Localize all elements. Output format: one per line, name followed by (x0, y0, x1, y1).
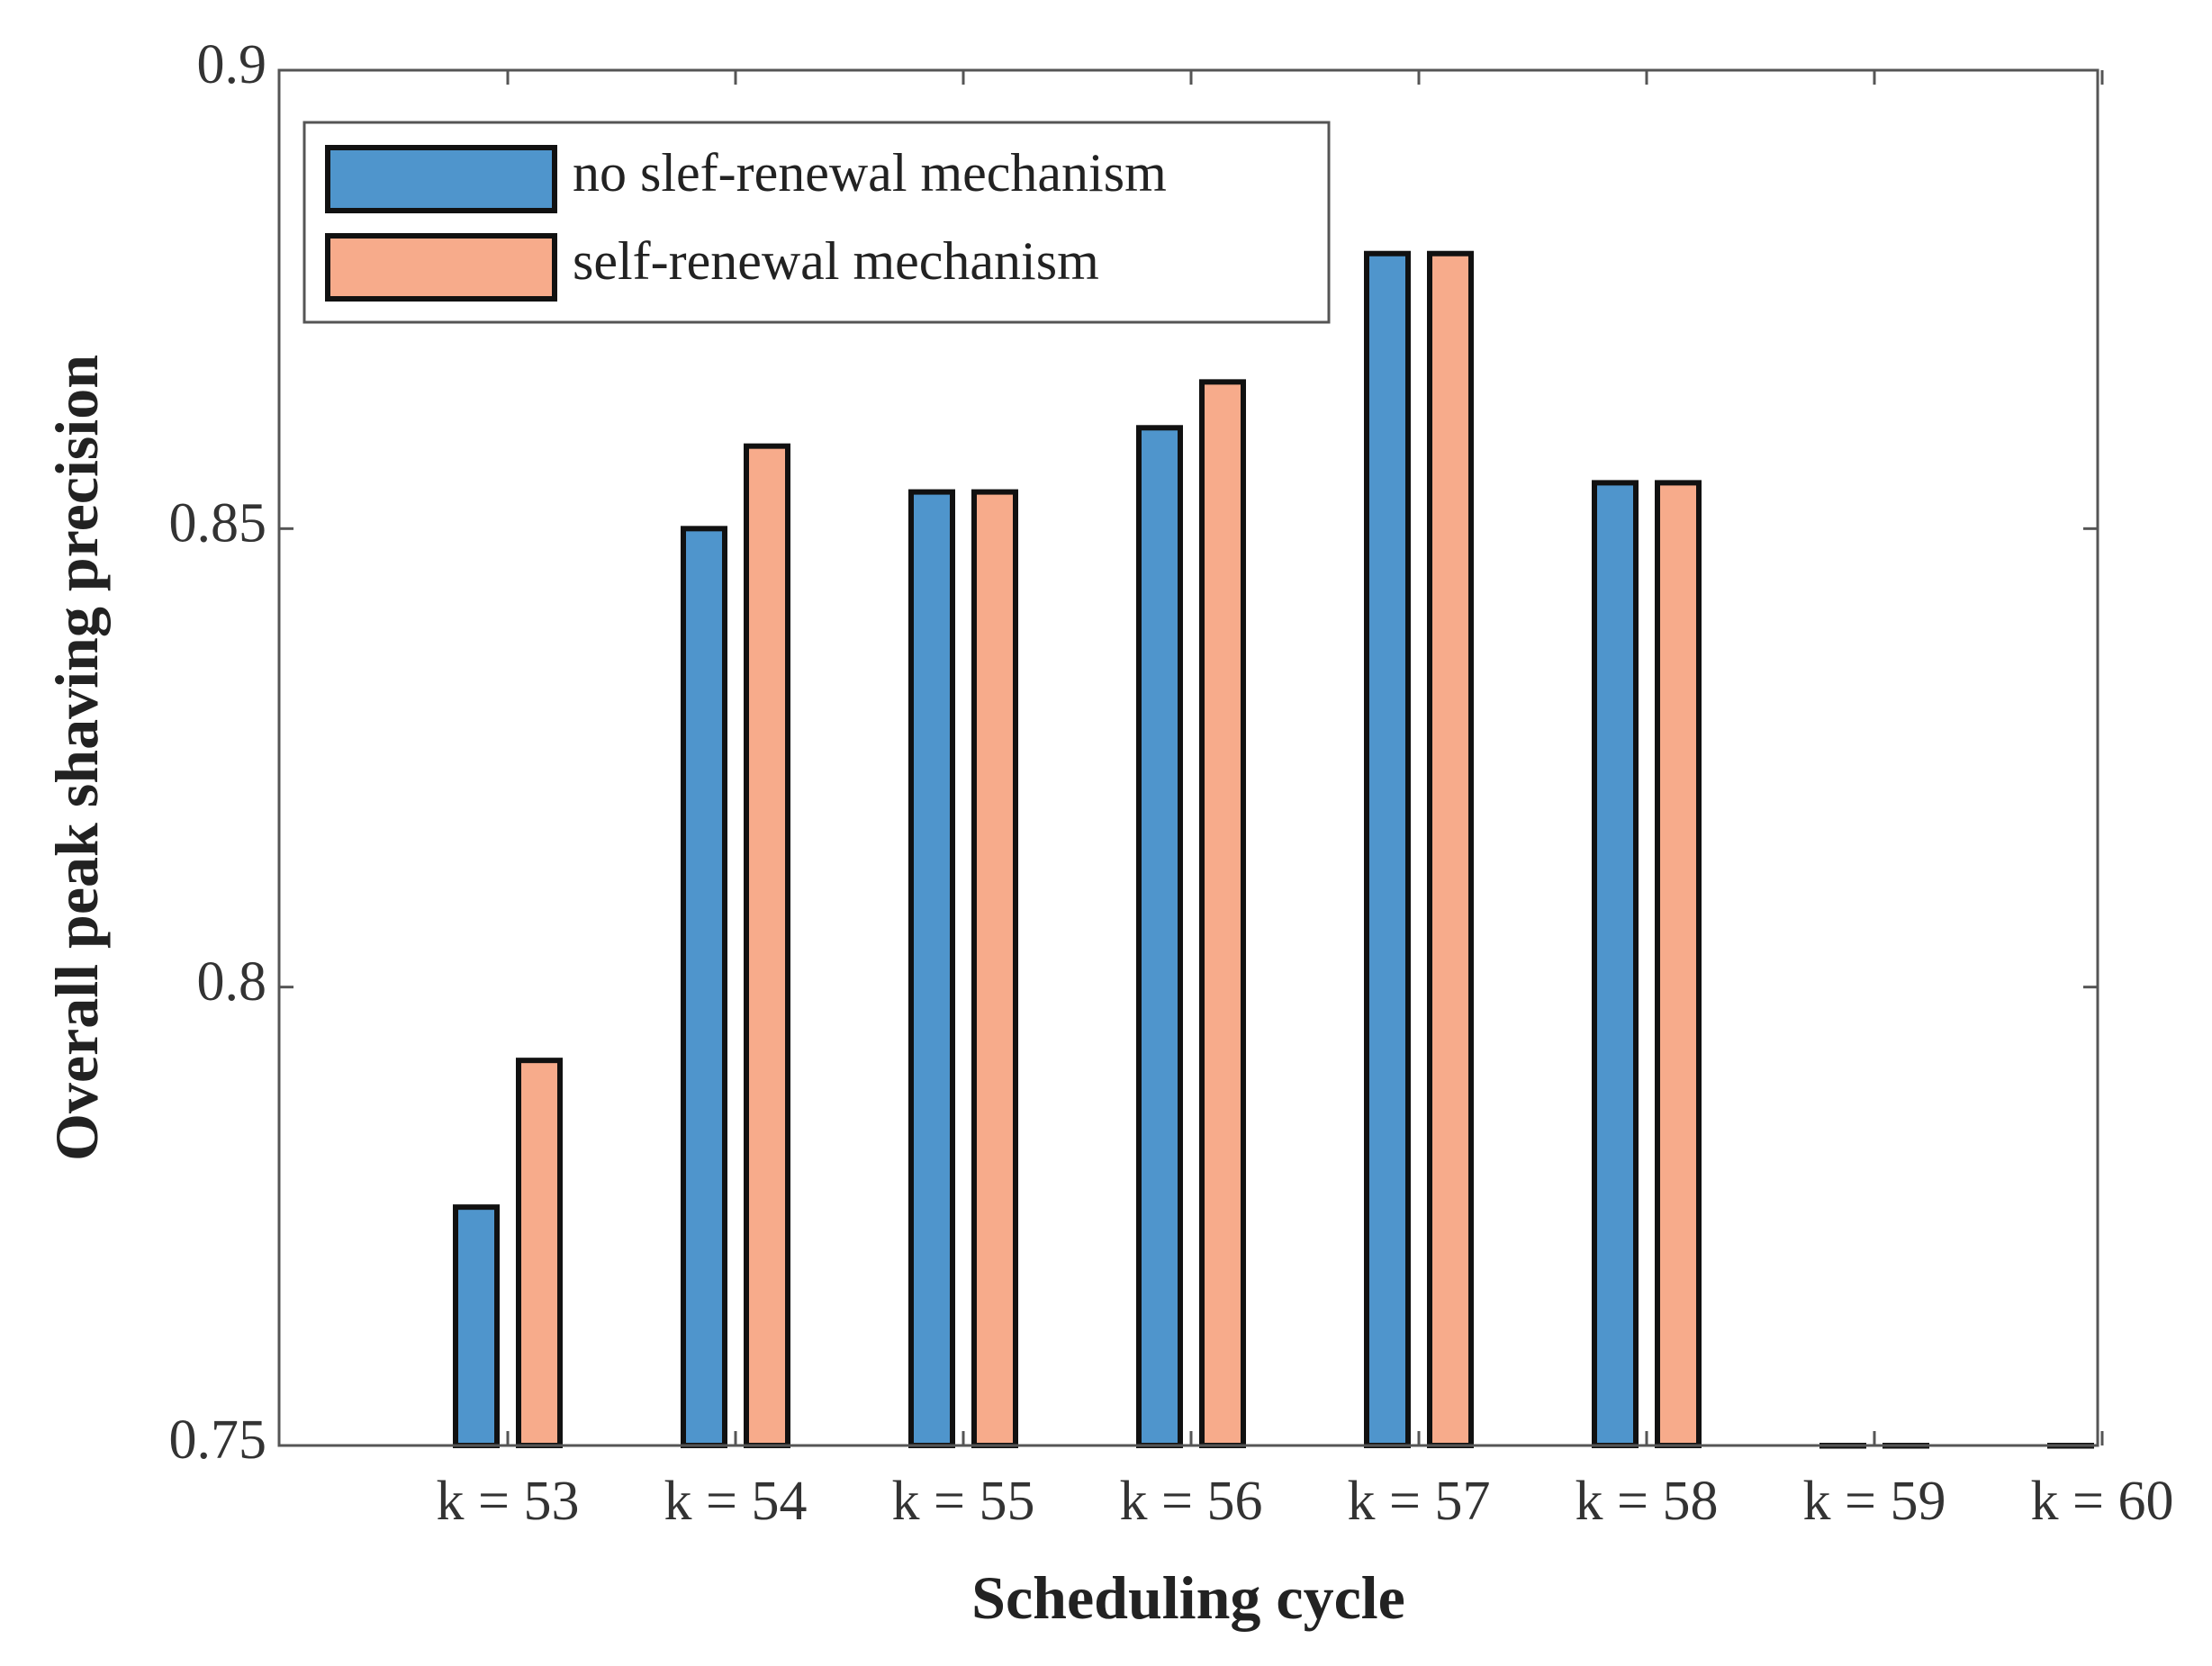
legend-label-self-renewal: self-renewal mechanism (573, 231, 1099, 291)
y-axis-title: Overall peak shaving precision (42, 355, 111, 1161)
x-axis-title: Scheduling cycle (971, 1563, 1405, 1632)
x-tick-label-k60: k = 60 (2031, 1471, 2174, 1532)
legend-swatch-no-renewal (325, 145, 557, 213)
x-tick-label-k59: k = 59 (1803, 1471, 1946, 1532)
y-tick-label-0: 0.75 (169, 1409, 267, 1471)
x-tick-label-k53: k = 53 (437, 1471, 580, 1532)
bar-no-renewal-k54 (681, 526, 727, 1448)
bar-no-renewal-k56 (1136, 425, 1183, 1448)
bar-self-renewal-k54 (744, 443, 790, 1448)
x-tick-label-k55: k = 55 (892, 1471, 1035, 1532)
bar-self-renewal-k56 (1199, 379, 1246, 1448)
legend-label-no-renewal: no slef-renewal mechanism (573, 143, 1167, 203)
bar-no-renewal-k58 (1592, 480, 1639, 1448)
x-tick-label-k58: k = 58 (1575, 1471, 1719, 1532)
bar-no-renewal-k57 (1364, 250, 1411, 1449)
x-axis-tick-labels: k = 53 k = 54 k = 55 k = 56 k = 57 k = 5… (437, 1471, 2174, 1532)
y-axis-ticks-labels: 0.75 0.8 0.85 0.9 (169, 34, 267, 1471)
y-tick-label-3: 0.9 (197, 34, 267, 95)
y-tick-label-1: 0.8 (197, 951, 267, 1013)
x-tick-label-k57: k = 57 (1348, 1471, 1491, 1532)
bar-self-renewal-k58 (1655, 480, 1702, 1448)
y-tick-label-2: 0.85 (169, 493, 267, 554)
x-tick-label-k56: k = 56 (1120, 1471, 1263, 1532)
x-tick-label-k54: k = 54 (664, 1471, 808, 1532)
bar-self-renewal-k53 (516, 1058, 563, 1449)
plot-frame (277, 68, 2099, 1447)
bars-layer (453, 250, 2094, 1449)
bar-self-renewal-k57 (1427, 250, 1474, 1449)
bar-no-renewal-k55 (908, 489, 955, 1448)
legend-swatch-self-renewal (325, 233, 557, 302)
legend: no slef-renewal mechanism self-renewal m… (302, 121, 1331, 324)
bar-no-renewal-k53 (453, 1204, 500, 1448)
bar-self-renewal-k55 (971, 489, 1018, 1448)
